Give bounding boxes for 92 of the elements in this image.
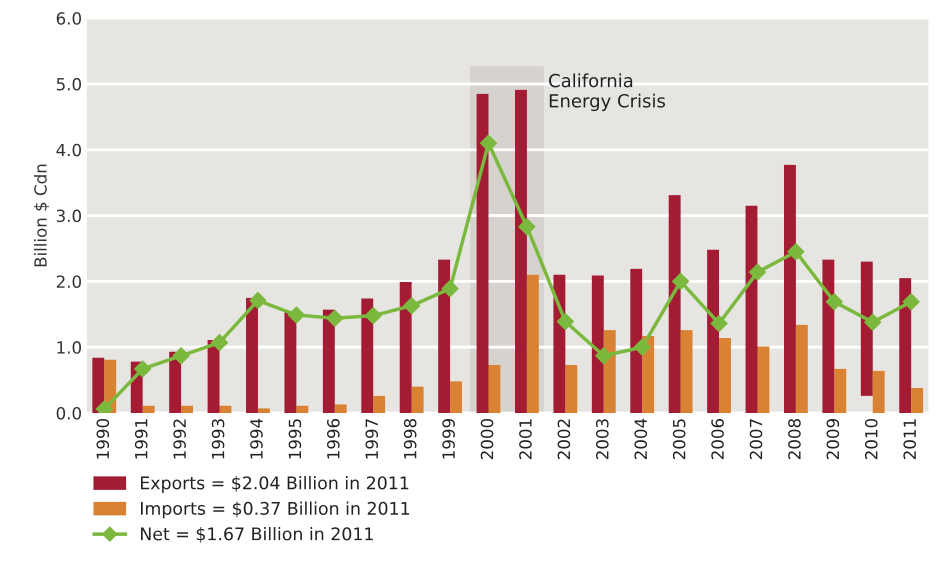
bar xyxy=(400,282,412,414)
x-tick-label: 1995 xyxy=(288,419,302,458)
point xyxy=(595,347,612,364)
point xyxy=(134,360,152,378)
y-tick-label: 6.0 xyxy=(56,12,81,25)
x-tick-label: 2007 xyxy=(750,419,762,460)
x-tick-label: 1998 xyxy=(404,419,416,458)
bar xyxy=(373,396,386,414)
bar xyxy=(757,346,770,414)
bar xyxy=(258,408,270,414)
bar xyxy=(592,275,604,414)
point xyxy=(403,297,420,314)
x-tick-label: 1996 xyxy=(327,418,340,458)
point xyxy=(442,280,459,298)
y-tick-label: 2.0 xyxy=(56,275,81,288)
x-tick-label: 2004 xyxy=(634,418,648,460)
bar xyxy=(246,298,258,414)
point xyxy=(826,293,843,310)
x-tick-label: 2000 xyxy=(480,418,494,460)
bar xyxy=(630,268,642,414)
y-tick-label: 0.0 xyxy=(56,406,81,420)
point xyxy=(710,314,728,332)
x-tick-label: 2010 xyxy=(864,418,878,460)
bar xyxy=(872,370,885,414)
point xyxy=(672,272,690,290)
bar xyxy=(565,364,578,414)
y-tick-label: 3.0 xyxy=(56,210,81,222)
point xyxy=(748,264,766,281)
bar xyxy=(719,338,731,414)
point xyxy=(364,307,382,324)
bar xyxy=(911,388,924,414)
bar xyxy=(746,206,758,414)
point xyxy=(480,134,498,152)
bar xyxy=(488,364,500,414)
bar xyxy=(322,310,335,414)
bar xyxy=(334,404,347,414)
x-tick-label: 2001 xyxy=(519,419,532,460)
band-label: California Energy Crisis xyxy=(549,73,665,112)
point xyxy=(210,334,228,352)
bar xyxy=(438,260,450,414)
bar xyxy=(476,94,488,414)
bar xyxy=(208,340,220,414)
legend-label: Net = $1.67 Billion in 2011 xyxy=(141,526,373,543)
bar xyxy=(834,368,846,414)
x-tick-label: 2008 xyxy=(788,419,801,460)
point xyxy=(326,310,344,327)
x-tick-label: 2009 xyxy=(826,419,840,460)
y-tick-label: 4.0 xyxy=(56,144,81,156)
y-tick-label: 5.0 xyxy=(56,78,81,91)
x-tick-label: 2005 xyxy=(672,419,686,460)
x-tick-label: 1997 xyxy=(365,419,378,458)
bar xyxy=(412,386,424,414)
bar xyxy=(668,195,681,414)
bar xyxy=(284,312,296,414)
bar xyxy=(822,260,834,414)
legend-label: Exports = $2.04 Billion in 2011 xyxy=(141,476,408,493)
x-tick-label: 1993 xyxy=(212,419,224,458)
bar xyxy=(181,406,194,414)
point xyxy=(556,312,574,330)
bar xyxy=(707,250,720,414)
bar xyxy=(860,262,873,396)
bar xyxy=(296,406,308,414)
legend-label: Imports = $0.37 Billion in 2011 xyxy=(141,502,410,518)
point xyxy=(288,306,305,324)
point xyxy=(864,314,882,331)
x-tick-label: 1990 xyxy=(96,418,110,458)
x-tick-label: 1994 xyxy=(250,418,263,458)
point xyxy=(172,347,190,364)
y-axis-title: Billion $ Cdn xyxy=(34,164,50,266)
bar xyxy=(526,274,539,414)
bar xyxy=(450,381,462,414)
x-tick-label: 2006 xyxy=(711,418,724,460)
x-tick-label: 1999 xyxy=(442,419,455,458)
x-tick-label: 2002 xyxy=(558,420,570,460)
x-tick-label: 2003 xyxy=(596,419,609,460)
y-tick-label: 1.0 xyxy=(57,341,81,354)
x-tick-label: 2011 xyxy=(903,419,916,460)
x-tick-label: 1992 xyxy=(173,420,186,458)
point xyxy=(634,338,651,356)
point xyxy=(249,292,266,310)
bar xyxy=(899,278,912,414)
bar xyxy=(796,324,808,414)
bar xyxy=(220,406,232,414)
point xyxy=(787,243,804,260)
bar xyxy=(142,406,155,414)
point xyxy=(902,293,920,310)
point xyxy=(518,218,536,236)
bar xyxy=(680,330,693,414)
bar xyxy=(361,298,374,414)
bar xyxy=(515,90,527,414)
bar xyxy=(784,164,796,414)
x-tick-label: 1991 xyxy=(134,419,148,458)
